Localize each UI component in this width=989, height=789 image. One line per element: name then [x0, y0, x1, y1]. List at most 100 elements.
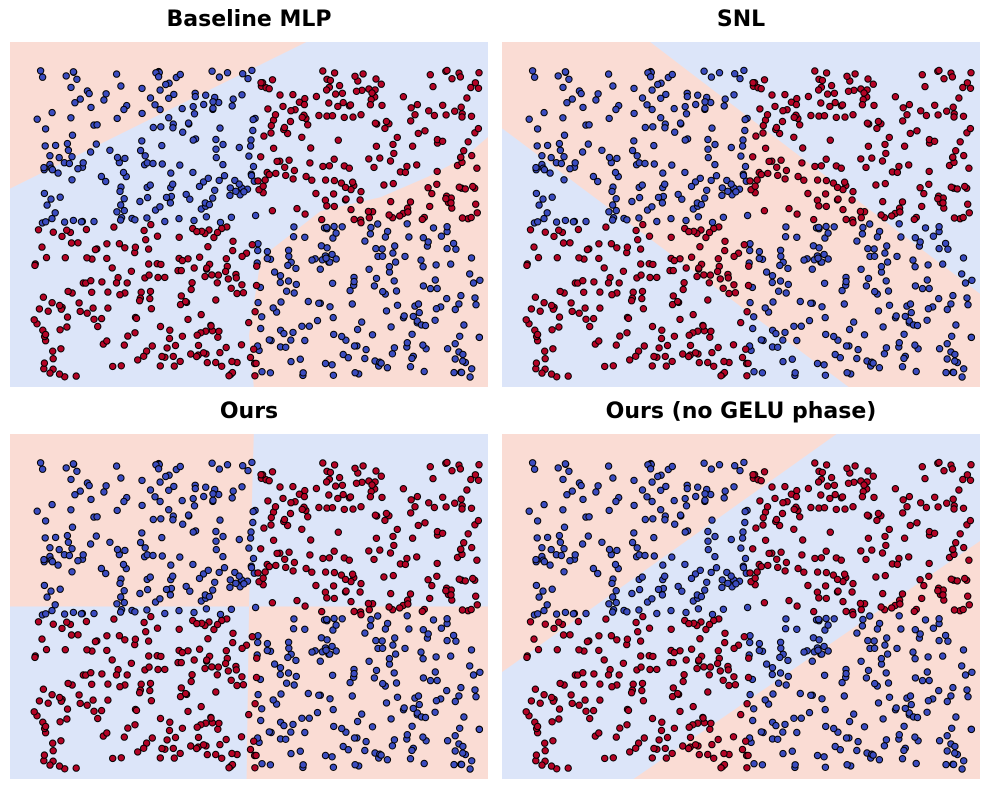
data-point-red	[63, 715, 71, 723]
data-point-red	[224, 275, 233, 283]
data-point-red	[705, 620, 714, 629]
data-point-red	[640, 734, 649, 742]
data-point-blue	[247, 563, 256, 572]
data-point-blue	[285, 644, 293, 653]
data-point-red	[899, 117, 907, 125]
data-point-red	[781, 90, 789, 99]
data-point-blue	[805, 708, 814, 717]
data-point-red	[58, 232, 66, 241]
data-point-blue	[370, 674, 379, 682]
data-point-blue	[630, 501, 638, 510]
data-point-red	[667, 625, 675, 634]
data-point-red	[724, 274, 733, 282]
data-point-blue	[215, 73, 224, 81]
data-point-red	[334, 102, 342, 111]
data-point-blue	[365, 657, 373, 666]
data-point-red	[953, 577, 961, 585]
data-point-blue	[287, 728, 295, 736]
data-point-blue	[469, 671, 478, 679]
data-point-red	[629, 288, 637, 296]
data-point-red	[330, 69, 339, 77]
data-point-red	[63, 313, 72, 321]
data-point-red	[83, 701, 91, 709]
data-point-blue	[403, 731, 411, 739]
data-point-red	[319, 554, 327, 563]
data-point-blue	[403, 220, 411, 228]
data-point-red	[98, 278, 106, 286]
data-point-blue	[419, 341, 427, 349]
data-point-blue	[556, 146, 565, 155]
data-point-blue	[565, 75, 573, 83]
data-point-red	[655, 344, 663, 352]
data-point-blue	[758, 369, 767, 377]
data-point-red	[796, 513, 804, 521]
data-point-blue	[385, 654, 394, 663]
data-point-blue	[366, 622, 375, 630]
data-point-red	[148, 342, 157, 350]
data-point-blue	[749, 324, 757, 333]
data-point-red	[877, 603, 885, 611]
data-point-red	[930, 529, 939, 538]
data-point-red	[955, 94, 963, 102]
data-point-red	[377, 80, 385, 88]
data-point-blue	[860, 723, 869, 731]
data-point-red	[42, 645, 51, 654]
data-point-blue	[821, 705, 829, 714]
data-point-blue	[869, 359, 877, 367]
data-point-blue	[942, 760, 950, 769]
data-point-red	[439, 101, 447, 109]
data-point-red	[804, 581, 812, 590]
data-point-red	[670, 724, 679, 732]
data-point-red	[687, 253, 696, 261]
data-point-red	[831, 490, 839, 499]
data-point-red	[873, 124, 881, 133]
data-point-blue	[290, 681, 298, 689]
data-point-blue	[649, 123, 657, 131]
data-point-red	[595, 240, 603, 248]
data-point-red	[135, 689, 144, 697]
data-point-blue	[372, 636, 380, 645]
data-point-blue	[569, 218, 578, 226]
data-point-blue	[276, 278, 284, 287]
data-point-red	[393, 525, 401, 534]
data-point-blue	[604, 462, 613, 470]
data-point-red	[832, 113, 840, 122]
data-point-blue	[391, 634, 399, 642]
data-point-red	[370, 555, 378, 564]
data-point-red	[208, 663, 216, 671]
data-point-red	[785, 204, 793, 213]
data-point-red	[315, 111, 323, 120]
data-point-red	[458, 214, 467, 222]
data-point-blue	[612, 206, 621, 215]
data-point-blue	[592, 96, 600, 104]
data-point-red	[349, 113, 357, 121]
data-point-red	[280, 515, 289, 524]
data-point-red	[849, 187, 857, 196]
data-point-red	[707, 719, 715, 727]
data-point-red	[147, 305, 156, 313]
data-point-red	[751, 574, 759, 582]
data-point-blue	[113, 208, 121, 216]
data-point-blue	[898, 363, 907, 371]
data-point-blue	[64, 538, 73, 547]
data-point-red	[430, 503, 439, 512]
data-point-red	[456, 73, 465, 81]
data-point-blue	[246, 534, 255, 542]
data-point-red	[142, 628, 150, 636]
data-point-blue	[120, 497, 128, 506]
data-point-red	[749, 471, 757, 479]
data-point-red	[404, 208, 412, 216]
data-point-blue	[707, 176, 715, 185]
data-point-blue	[870, 644, 879, 653]
data-point-blue	[48, 166, 57, 174]
data-point-red	[595, 646, 603, 655]
data-point-blue	[216, 218, 225, 227]
data-point-blue	[906, 692, 915, 700]
data-point-blue	[175, 214, 183, 223]
data-point-red	[218, 754, 226, 762]
data-point-blue	[968, 668, 976, 677]
data-point-blue	[350, 342, 359, 350]
data-point-blue	[538, 544, 546, 552]
data-point-blue	[41, 125, 50, 133]
data-point-red	[271, 111, 280, 119]
